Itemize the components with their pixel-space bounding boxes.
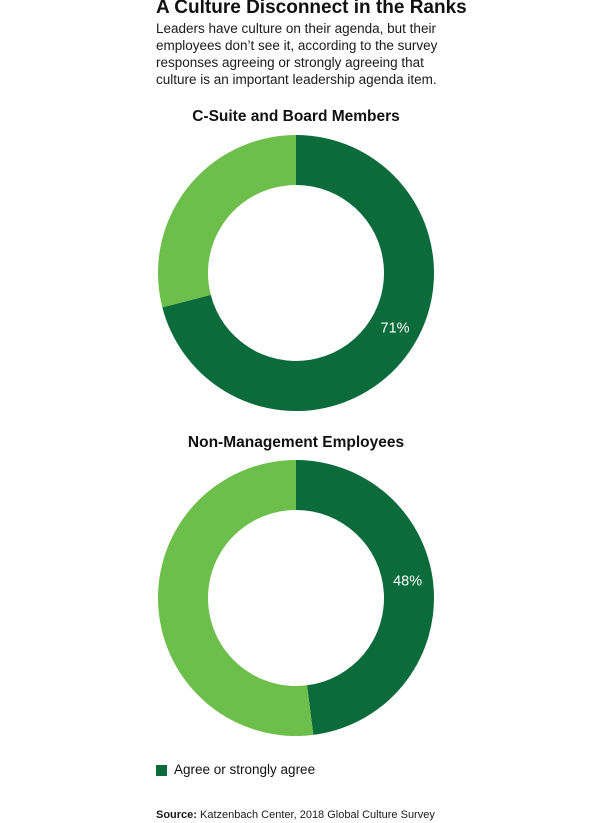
donut-chart-c-suite: 71% — [158, 135, 435, 411]
slice-label-non-management: 48% — [393, 573, 422, 589]
donut-chart-non-management: 48% — [158, 460, 435, 736]
source-text: Katzenbach Center, 2018 Global Culture S… — [200, 809, 435, 821]
slice-label-c-suite: 71% — [381, 320, 410, 336]
chart-title-non-management: Non-Management Employees — [187, 434, 405, 451]
legend-label-agree: Agree or strongly agree — [174, 762, 316, 777]
donut-slice-c-suite-agree — [162, 135, 435, 411]
legend: Agree or strongly agree — [156, 762, 315, 778]
source-label: Source: — [156, 809, 197, 821]
legend-swatch-agree — [156, 764, 167, 776]
source-note: Source: Katzenbach Center, 2018 Global C… — [156, 809, 435, 822]
donut-slice-non-management-other — [158, 460, 314, 736]
donut-slice-non-management-agree — [296, 460, 435, 735]
page-subtitle: Leaders have culture on their agenda, bu… — [156, 21, 438, 87]
chart-title-c-suite: C-Suite and Board Members — [192, 108, 400, 125]
page-title: A Culture Disconnect in the Ranks — [156, 0, 467, 18]
donut-slice-c-suite-other — [158, 135, 296, 308]
